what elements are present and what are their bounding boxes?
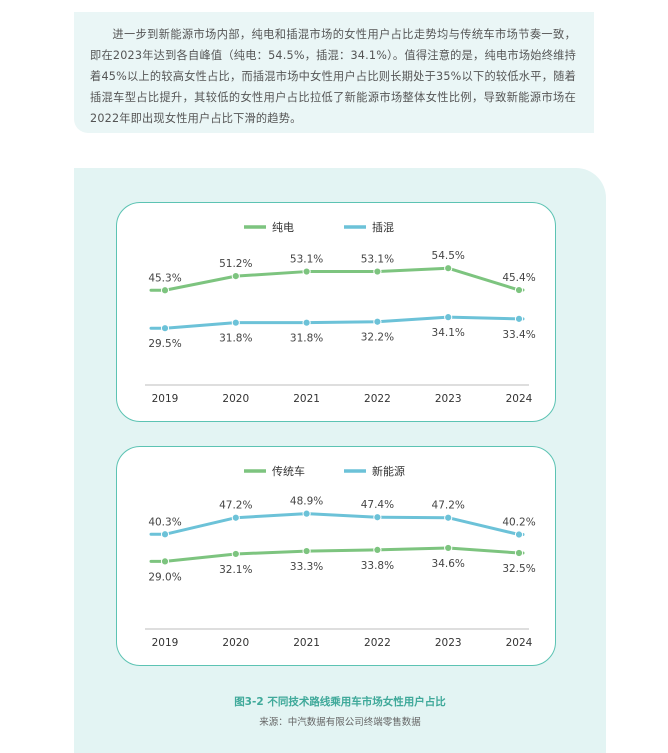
x-tick-label: 2020	[222, 637, 249, 649]
data-point	[444, 313, 453, 322]
data-point	[514, 548, 524, 558]
data-label: 29.5%	[148, 338, 181, 350]
data-label: 47.4%	[361, 499, 394, 511]
data-point	[160, 286, 170, 295]
data-label: 53.1%	[361, 254, 394, 266]
x-tick-label: 2020	[222, 393, 249, 405]
data-point	[231, 272, 240, 281]
data-label: 40.3%	[148, 516, 181, 528]
x-tick-label: 2021	[293, 393, 320, 405]
x-tick-label: 2019	[152, 393, 179, 405]
data-point	[514, 285, 524, 295]
x-tick-label: 2021	[293, 637, 320, 649]
data-label: 33.8%	[361, 560, 394, 572]
data-point	[302, 509, 311, 518]
data-label: 31.8%	[219, 333, 252, 345]
chart-card-ice-nev: 传统车 新能源 2019 2020 2021 2022 2023 2024 29.0% 32.1%…	[116, 446, 556, 666]
data-label: 47.2%	[432, 500, 465, 512]
x-tick-label: 2023	[435, 393, 462, 405]
figure-caption: 图3-2 不同技术路线乘用车市场女性用户占比	[234, 696, 446, 708]
legend-label-0: 传统车	[272, 464, 305, 478]
data-label: 51.2%	[219, 258, 252, 270]
data-label: 33.4%	[502, 329, 535, 341]
legend-label-1: 新能源	[372, 464, 405, 478]
data-point	[373, 545, 382, 554]
data-label: 29.0%	[148, 571, 181, 583]
data-label: 40.2%	[502, 517, 535, 529]
data-point	[231, 513, 240, 522]
line-chart-ice-nev: 传统车 新能源 2019 2020 2021 2022 2023 2024 29.0% 32.1%…	[145, 464, 536, 649]
line-chart-bev-phev: 纯电 插混 2019 2020 2021 2022 2023 2024 45.3% 51.2% 53…	[145, 220, 536, 405]
data-point	[231, 549, 240, 559]
x-tick-label: 2024	[506, 393, 533, 405]
figure-source: 来源：中汽数据有限公司终端零售数据	[259, 717, 421, 728]
data-point	[444, 264, 453, 273]
data-point	[160, 557, 170, 566]
data-label: 34.1%	[432, 327, 465, 339]
data-point	[444, 543, 453, 553]
data-label: 48.9%	[290, 496, 323, 508]
data-point	[302, 267, 311, 276]
series-line-0	[149, 266, 525, 292]
data-point	[373, 317, 382, 326]
data-point	[160, 324, 170, 333]
figure-panel: 纯电 插混 2019 2020 2021 2022 2023 2024 45.3% 51.2% 53…	[74, 168, 606, 753]
x-tick-label: 2024	[506, 637, 533, 649]
intro-paragraph: 进一步到新能源市场内部，纯电和插混市场的女性用户占比走势均与传统车市场节奏一致，…	[90, 28, 576, 125]
data-label: 53.1%	[290, 254, 323, 266]
data-point	[514, 314, 524, 323]
intro-panel: 进一步到新能源市场内部，纯电和插混市场的女性用户占比走势均与传统车市场节奏一致，…	[74, 12, 594, 133]
x-tick-label: 2023	[435, 637, 462, 649]
legend-label-0: 纯电	[272, 221, 294, 234]
chart-card-bev-phev: 纯电 插混 2019 2020 2021 2022 2023 2024 45.3% 51.2% 53…	[116, 202, 556, 422]
data-label: 32.2%	[361, 332, 394, 344]
data-label: 32.1%	[219, 564, 252, 576]
data-label: 34.6%	[432, 558, 465, 570]
data-label: 45.3%	[148, 272, 181, 284]
data-point	[373, 267, 382, 276]
legend-label-1: 插混	[372, 220, 394, 234]
data-point	[302, 318, 311, 327]
data-point	[373, 513, 382, 522]
x-tick-label: 2022	[364, 393, 391, 405]
data-point	[302, 546, 311, 556]
data-point	[231, 318, 240, 327]
x-tick-label: 2019	[152, 637, 179, 649]
series-line-1	[149, 512, 525, 537]
data-label: 32.5%	[502, 563, 535, 575]
data-label: 47.2%	[219, 500, 252, 512]
series-line-1	[149, 315, 525, 330]
series-line-0	[149, 546, 525, 563]
data-label: 54.5%	[432, 250, 465, 262]
data-label: 31.8%	[290, 333, 323, 345]
data-point	[160, 530, 170, 539]
data-label: 33.3%	[290, 561, 323, 573]
data-label: 45.4%	[502, 272, 535, 284]
x-tick-label: 2022	[364, 637, 391, 649]
data-point	[514, 530, 524, 539]
data-point	[444, 513, 453, 522]
